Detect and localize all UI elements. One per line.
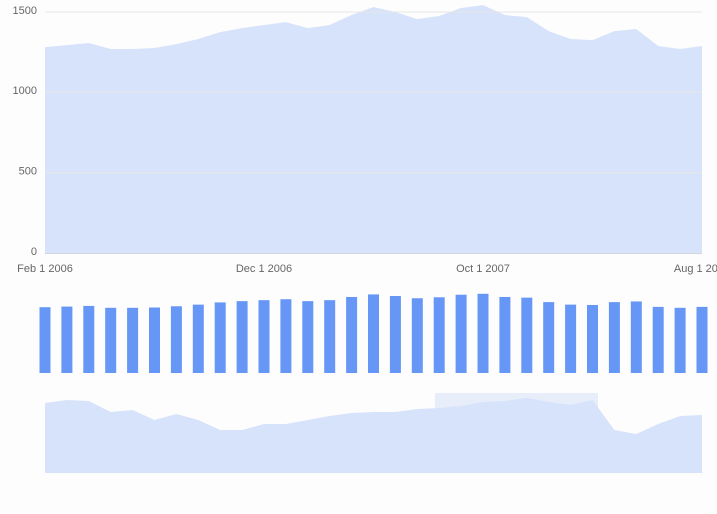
x-tick-label: Feb 1 2006 — [17, 263, 73, 275]
bar — [696, 306, 708, 373]
bar — [477, 293, 489, 373]
x-tick-label: Dec 1 2006 — [236, 263, 292, 275]
bar — [455, 294, 467, 373]
bar — [674, 307, 686, 373]
x-tick-label: Aug 1 2008 — [674, 263, 717, 275]
bar — [127, 307, 139, 373]
bar — [324, 300, 336, 373]
x-tick-label: Oct 1 2007 — [456, 263, 510, 275]
bar — [411, 298, 423, 373]
bar — [105, 307, 117, 373]
bar — [543, 302, 555, 373]
bar — [608, 302, 620, 373]
bar — [433, 297, 445, 373]
bar — [652, 306, 664, 373]
bar — [83, 305, 95, 373]
bar — [630, 301, 642, 373]
bar — [499, 296, 511, 373]
y-tick-label: 1500 — [13, 5, 37, 17]
bar — [192, 304, 204, 373]
bar — [236, 301, 248, 373]
bar — [258, 300, 270, 373]
area — [45, 397, 702, 473]
bar — [214, 302, 226, 373]
y-tick-label: 1000 — [13, 85, 37, 97]
bar — [368, 294, 379, 373]
area — [45, 5, 702, 253]
bar — [280, 299, 292, 373]
bar — [302, 301, 314, 373]
bar — [170, 306, 182, 373]
bar — [587, 304, 598, 373]
bar — [346, 296, 358, 373]
y-tick-label: 0 — [31, 246, 37, 258]
bar — [389, 296, 401, 373]
bar — [39, 307, 51, 373]
bar — [521, 297, 533, 373]
bar — [565, 304, 577, 373]
bar — [149, 307, 160, 373]
bar — [61, 306, 73, 373]
y-tick-label: 500 — [19, 166, 37, 178]
